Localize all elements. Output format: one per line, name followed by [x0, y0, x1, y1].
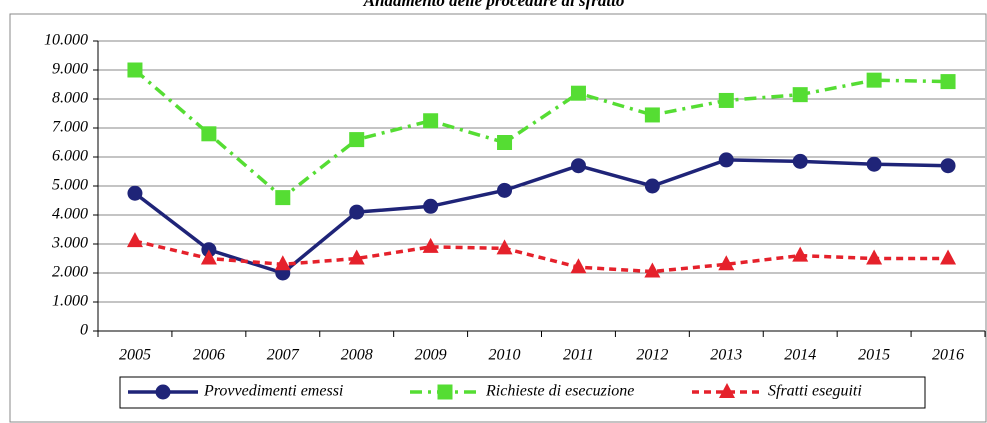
x-tick-label: 2006: [193, 347, 225, 364]
y-tick-label: 3.000: [51, 235, 88, 252]
legend-marker: [155, 384, 171, 400]
data-point: [127, 62, 143, 78]
legend-label: Sfratti eseguiti: [768, 383, 862, 400]
data-point: [349, 204, 365, 220]
data-point: [940, 74, 956, 90]
data-point: [200, 249, 217, 265]
y-tick-label: 4.000: [52, 206, 88, 223]
data-point: [792, 87, 808, 103]
data-point: [570, 258, 587, 274]
y-tick-label: 9.000: [52, 61, 88, 78]
y-tick-label: 10.000: [44, 32, 88, 49]
legend-label: Provvedimenti emessi: [203, 383, 343, 400]
data-point: [940, 249, 957, 265]
y-tick-label: 5.000: [52, 177, 88, 194]
x-tick-label: 2013: [710, 347, 742, 364]
y-tick-label: 8.000: [52, 90, 88, 107]
data-point: [644, 262, 661, 278]
y-tick-label: 6.000: [52, 148, 88, 165]
data-point: [497, 182, 513, 198]
x-tick-label: 2014: [784, 347, 816, 364]
x-tick-label: 2012: [636, 347, 668, 364]
data-point: [127, 185, 143, 201]
data-point: [570, 158, 586, 174]
data-point: [496, 239, 513, 255]
series-line: [133, 158, 949, 275]
data-point: [718, 152, 734, 168]
data-point: [201, 126, 217, 142]
data-point: [349, 132, 365, 148]
legend-marker: [437, 384, 453, 400]
data-point: [792, 246, 809, 262]
legend-label: Richieste di esecuzione: [485, 383, 634, 400]
legend-box: [119, 376, 926, 409]
x-tick-label: 2008: [341, 347, 373, 364]
x-tick-label: 2005: [119, 347, 151, 364]
y-tick-label: 1.000: [52, 293, 88, 310]
data-point: [423, 198, 439, 214]
data-point: [718, 255, 735, 271]
data-point: [792, 153, 808, 169]
x-tick-label: 2009: [415, 347, 447, 364]
x-tick-label: 2011: [563, 347, 594, 364]
series-line: [133, 68, 949, 200]
data-point: [866, 72, 882, 88]
x-tick-label: 2007: [267, 347, 300, 364]
data-point: [348, 249, 365, 265]
data-point: [274, 255, 291, 271]
series-line: [134, 239, 949, 274]
data-point: [866, 156, 882, 172]
data-point: [718, 92, 734, 108]
data-point: [497, 135, 513, 150]
data-point: [866, 249, 883, 265]
data-point: [940, 158, 956, 174]
data-point: [570, 85, 586, 101]
x-tick-label: 2016: [932, 347, 964, 364]
data-point: [644, 107, 660, 123]
data-point: [644, 178, 660, 194]
x-tick-label: 2010: [489, 347, 521, 364]
data-point: [423, 113, 439, 129]
data-point: [422, 237, 439, 253]
legend-marker: [719, 383, 735, 398]
y-tick-label: 2.000: [52, 264, 88, 281]
chart-title: Andamento delle procedure di sfratto: [363, 0, 625, 10]
data-point: [126, 232, 143, 248]
y-tick-label: 0: [80, 322, 88, 339]
chart-border: [9, 13, 987, 423]
y-tick-label: 7.000: [52, 119, 88, 136]
data-point: [275, 190, 291, 206]
x-tick-label: 2015: [858, 347, 890, 364]
